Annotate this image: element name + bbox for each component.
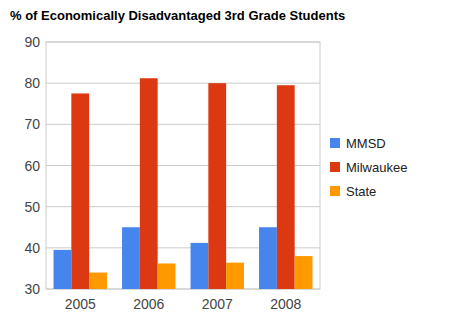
y-tick-label: 90	[24, 34, 40, 50]
y-tick-label: 70	[24, 116, 40, 132]
x-tick-label: 2008	[270, 296, 301, 312]
legend-label: MMSD	[346, 136, 386, 151]
legend-label: Milwaukee	[346, 160, 407, 175]
y-tick-label: 50	[24, 199, 40, 215]
y-tick-label: 80	[24, 75, 40, 91]
y-tick-label: 30	[24, 281, 40, 297]
bar	[89, 273, 107, 289]
bar	[259, 227, 277, 289]
bars	[54, 78, 313, 289]
chart: % of Economically Disadvantaged 3rd Grad…	[0, 0, 450, 320]
bar	[208, 83, 226, 289]
y-tick-label: 60	[24, 158, 40, 174]
bar	[140, 78, 158, 289]
bar	[277, 85, 295, 289]
x-tick-label: 2007	[202, 296, 233, 312]
bar	[122, 227, 140, 289]
bar	[295, 256, 313, 289]
bar	[54, 250, 72, 289]
y-tick-label: 40	[24, 240, 40, 256]
legend-swatch	[330, 162, 340, 172]
plot-frame	[46, 42, 320, 289]
title: % of Economically Disadvantaged 3rd Grad…	[10, 8, 345, 23]
x-tick-label: 2006	[133, 296, 164, 312]
legend-label: State	[346, 184, 376, 199]
legend-swatch	[330, 186, 340, 196]
x-tick-label: 2005	[65, 296, 96, 312]
grid-line	[46, 83, 320, 84]
bar	[71, 93, 89, 289]
grid-line	[46, 42, 320, 43]
bar	[158, 263, 176, 289]
bar	[191, 243, 209, 289]
legend-swatch	[330, 138, 340, 148]
bar	[226, 263, 244, 289]
